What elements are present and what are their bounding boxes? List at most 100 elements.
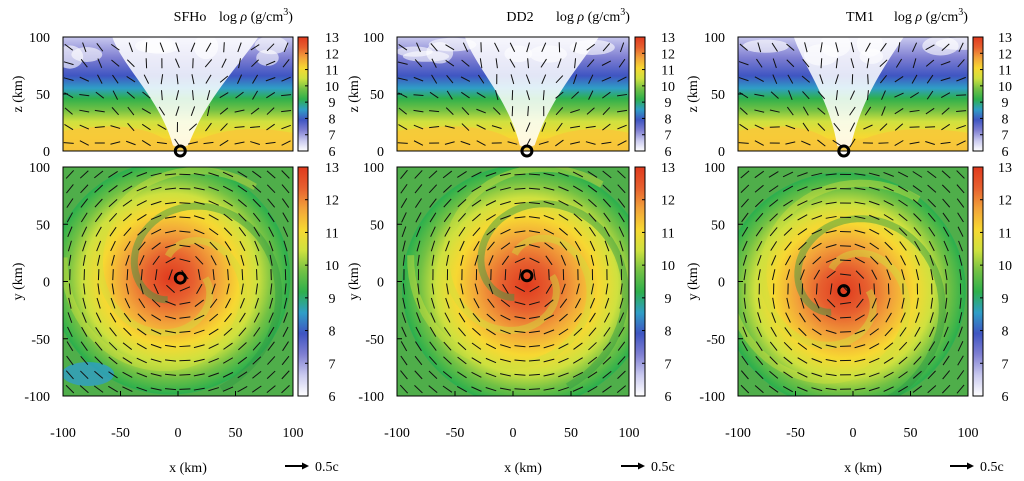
velocity-arrow — [543, 358, 555, 363]
velocity-arrow — [252, 371, 262, 379]
velocity-arrow — [899, 327, 907, 337]
velocity-arrow — [856, 298, 864, 308]
colorbar-label-close: ) — [625, 10, 630, 25]
velocity-arrow — [209, 313, 219, 322]
velocity-arrow — [179, 286, 191, 292]
velocity-arrow — [193, 329, 205, 335]
velocity-arrow — [957, 59, 965, 68]
velocity-arrow — [858, 283, 861, 295]
velocity-arrow — [485, 186, 497, 192]
velocity-arrow — [602, 43, 611, 52]
z-axis-label: z (km) — [686, 75, 701, 112]
velocity-arrow — [911, 74, 918, 84]
velocity-arrow — [150, 373, 162, 377]
velocity-arrow — [413, 109, 424, 113]
velocity-arrow — [400, 370, 408, 380]
velocity-arrow — [812, 256, 822, 265]
velocity-arrow — [900, 255, 906, 266]
velocity-arrow — [573, 342, 583, 350]
velocity-arrow — [485, 386, 497, 392]
velocity-arrow — [786, 106, 794, 116]
velocity-arrow — [518, 269, 522, 281]
y-tick-label: 50 — [711, 88, 725, 103]
velocity-arrow — [854, 215, 866, 220]
velocity-arrow — [558, 186, 569, 192]
velocity-arrow — [786, 43, 795, 51]
velocity-arrow — [543, 373, 555, 377]
velocity-arrow — [783, 199, 793, 207]
velocity-arrow — [574, 298, 582, 309]
colorbar-tick-label: 10 — [998, 259, 1012, 274]
velocity-arrow — [494, 42, 500, 52]
velocity-arrow — [558, 372, 569, 378]
velocity-arrow — [798, 241, 807, 251]
x-axis-label: x (km) — [504, 461, 542, 476]
velocity-arrow — [140, 269, 143, 281]
velocity-arrow — [528, 202, 540, 205]
velocity-arrow — [576, 283, 580, 295]
velocity-arrow — [444, 312, 451, 323]
velocity-arrow — [158, 106, 166, 116]
velocity-arrow — [208, 357, 219, 364]
colorbar-tick-label: 8 — [665, 325, 672, 340]
velocity-arrow — [501, 255, 510, 266]
velocity-arrow — [223, 342, 233, 350]
velocity-arrow — [854, 229, 866, 234]
velocity-arrow — [941, 107, 950, 115]
velocity-arrow — [771, 255, 777, 266]
velocity-arrow — [191, 74, 195, 85]
velocity-arrow — [585, 125, 596, 129]
velocity-arrow — [239, 297, 245, 309]
velocity-arrow — [925, 59, 935, 67]
velocity-arrow — [925, 44, 935, 51]
velocity-arrow — [268, 240, 274, 252]
velocity-arrow — [740, 170, 750, 179]
velocity-arrow — [479, 58, 483, 69]
velocity-arrow — [743, 297, 747, 309]
velocity-arrow — [514, 330, 526, 334]
velocity-arrow — [111, 59, 120, 67]
velocity-arrow — [151, 299, 161, 308]
velocity-arrow — [94, 109, 105, 113]
velocity-arrow — [500, 358, 511, 363]
velocity-arrow — [281, 94, 292, 97]
velocity-arrow — [618, 58, 626, 68]
velocity-arrow — [854, 373, 866, 377]
velocity-arrow — [899, 241, 907, 251]
velocity-arrow — [82, 254, 86, 266]
torus-density — [401, 167, 629, 396]
velocity-arrow — [940, 61, 951, 66]
velocity-arrow — [769, 199, 779, 207]
low-density-patch — [819, 37, 851, 57]
velocity-arrow — [126, 59, 135, 68]
velocity-arrow — [486, 227, 496, 236]
velocity-arrow — [587, 171, 598, 178]
velocity-arrow — [165, 344, 177, 348]
velocity-arrow — [282, 58, 290, 68]
velocity-arrow — [826, 299, 836, 308]
low-density-patch — [139, 38, 180, 54]
velocity-arrow — [897, 42, 901, 53]
velocity-arrow — [80, 212, 88, 223]
velocity-arrow — [66, 184, 74, 194]
velocity-arrow — [223, 227, 233, 236]
velocity-arrow — [150, 343, 162, 349]
velocity-arrow — [179, 374, 191, 376]
velocity-arrow — [601, 76, 612, 82]
reference-arrow-head — [302, 462, 309, 470]
velocity-arrow — [459, 297, 465, 309]
equatorial-heatmap — [397, 167, 629, 396]
velocity-arrow — [867, 74, 869, 85]
velocity-arrow — [203, 141, 214, 145]
velocity-arrow — [64, 107, 73, 115]
velocity-arrow — [797, 200, 808, 206]
velocity-arrow — [193, 358, 205, 363]
velocity-arrow — [128, 42, 134, 53]
colorbar-tick-label: 6 — [329, 390, 336, 405]
velocity-arrow — [783, 356, 793, 365]
velocity-arrow — [529, 301, 540, 306]
velocity-arrow — [817, 107, 826, 115]
velocity-arrow — [811, 387, 823, 392]
velocity-arrow — [927, 184, 937, 193]
